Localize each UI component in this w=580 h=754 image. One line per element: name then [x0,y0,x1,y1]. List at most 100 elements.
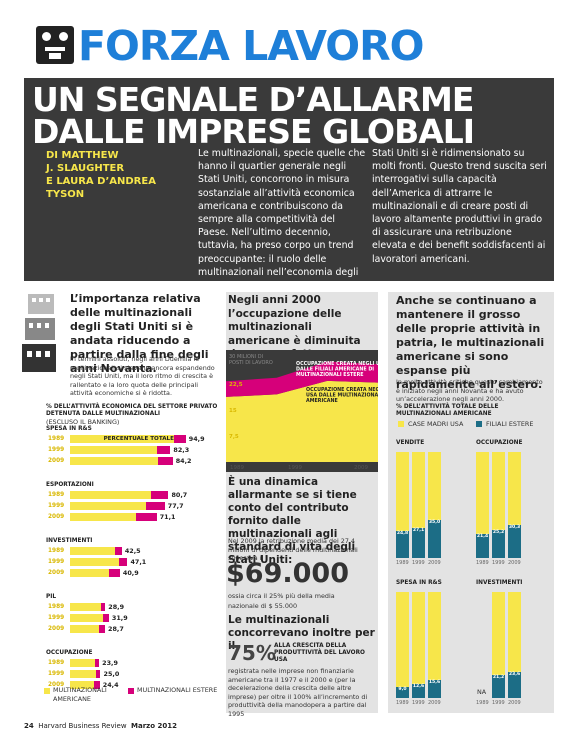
year-label: 2009 [48,458,65,464]
right-chart-title: % DELL’ATTIVITÀ TOTALE DELLE MULTINAZION… [396,404,499,417]
bar-foreign [94,681,100,689]
year-label: 1999 [412,700,425,706]
buildings-icon [22,294,62,372]
bar-value: 82,3 [173,446,190,454]
bar-us [70,670,97,678]
group-label: ESPORTAZIONI [46,482,94,488]
year-label: 1989 [396,700,409,706]
legend-home-label: CASE MADRI USA [408,420,464,428]
year-label: 2009 [428,700,441,706]
intro-column-1: Le multinazionali, specie quelle che han… [198,148,366,278]
bar-foreign [96,670,101,678]
bar-us [70,558,119,566]
author-line: TYSON [46,189,85,200]
headline: UN SEGNALE D’ALLARME DALLE IMPRESE GLOBA… [32,80,475,148]
middle-text-3: registrata nelle imprese non finanziarie… [228,667,368,718]
bar-abroad [492,531,505,558]
bar-foreign [136,513,157,521]
left-chart-title: % DELL’ATTIVITÀ ECONOMICA DEL SETTORE PR… [46,404,218,417]
bar-us [70,457,159,465]
legend-abroad-swatch [476,421,482,427]
bar-value: 25,0 [103,670,120,678]
year-label: 1989 [476,700,489,706]
bar-us [70,435,174,443]
bar-value: 24,8 [396,530,409,536]
bar-home [428,592,441,682]
bar-foreign [173,435,186,443]
salary-value: $69.000 [226,558,349,589]
bar-us [70,681,95,689]
bar-abroad [412,529,425,558]
bar-value: 30,3 [508,524,521,530]
year-label: 1989 [48,660,65,666]
bar-foreign [156,446,171,454]
productivity-label: ALLA CRESCITA DELLA PRODUTTIVITÀ DEL LAV… [274,643,365,663]
bar-us [70,502,147,510]
year-label: 1999 [48,559,65,565]
bar-home [428,452,441,521]
year-label: 1999 [48,503,65,509]
bar-foreign [158,457,173,465]
year-label: 1989 [48,436,65,442]
bar-value: 25,2 [492,530,505,536]
bar-us [70,659,96,667]
bar-foreign [95,659,100,667]
bar-abroad [428,520,441,558]
bar-abroad [396,531,409,558]
year-label: 1989 [48,604,65,610]
year-label: 2009 [508,560,521,566]
panel-label: VENDITE [396,440,425,446]
bar-abroad [492,675,505,698]
bar-value: 84,2 [175,457,192,465]
bar-us [70,625,99,633]
bar-value: 27,1 [412,528,425,534]
bar-home [508,592,521,673]
bar-value: 21,4 [476,534,489,540]
bar-value: 35,0 [428,519,441,525]
headline-line-1: UN SEGNALE D’ALLARME [32,80,474,119]
legend-abroad-label: FILIALI ESTERE [486,420,534,428]
bar-value: 24,4 [102,681,119,689]
bar-value: 71,1 [159,513,176,521]
legend-foreign-label: MULTINAZIONALI ESTERE [137,686,218,694]
author-line: J. SLAUGHTER [46,163,125,174]
bar-abroad [508,525,521,558]
page-number: 24 [24,722,34,730]
annotation-us: OCCUPAZIONE CREATA NEGLI USA DALLE MULTIN… [306,387,378,404]
bar-value: 80,7 [171,491,188,499]
bar-value: 31,9 [111,614,128,622]
legend-us-label: MULTINAZIONALI AMERICANE [53,686,107,703]
bar-value: 28,7 [108,625,124,633]
left-chart-subtitle: (ESCLUSO IL BANKING) [46,418,120,426]
robot-logo-icon [36,26,74,64]
intro-column-2: Stati Uniti si è ridimensionato su molti… [372,148,547,265]
year-label: 2009 [48,514,65,520]
bar-home [396,592,409,689]
bar-value: 94,9 [188,435,205,443]
bar-foreign [103,614,109,622]
annotation-foreign: OCCUPAZIONE CREATA NEGLI USA DALLE FILIAL… [296,361,378,378]
author-line: E LAURA D’ANDREA [46,176,156,187]
panel-label: OCCUPAZIONE [476,440,523,446]
year-label: 1999 [492,560,505,566]
bar-us [70,491,152,499]
na-label: NA [477,688,487,696]
bar-home [492,452,505,532]
left-panel-body: In termini assoluti, negli anni Duemila … [70,355,215,397]
middle-text-2: ossia circa il 25% più della media nazio… [228,592,335,610]
year-label: 2009 [428,560,441,566]
bar-foreign [98,625,105,633]
bar-value: 47,1 [130,558,147,566]
bar-value: 21,2 [492,674,505,680]
bar-value: 23,6 [508,671,521,677]
year-label: 1989 [476,560,489,566]
hero-block [24,78,554,281]
x-tick-label: 1999 [288,465,302,471]
year-label: 1999 [48,447,65,453]
bar-value: 15,6 [428,680,441,686]
bar-home [508,452,521,526]
group-label: INVESTIMENTI [46,538,93,544]
bar-abroad [476,535,489,558]
bar-value: 23,9 [102,659,118,667]
bar-value: 40,9 [122,569,139,577]
